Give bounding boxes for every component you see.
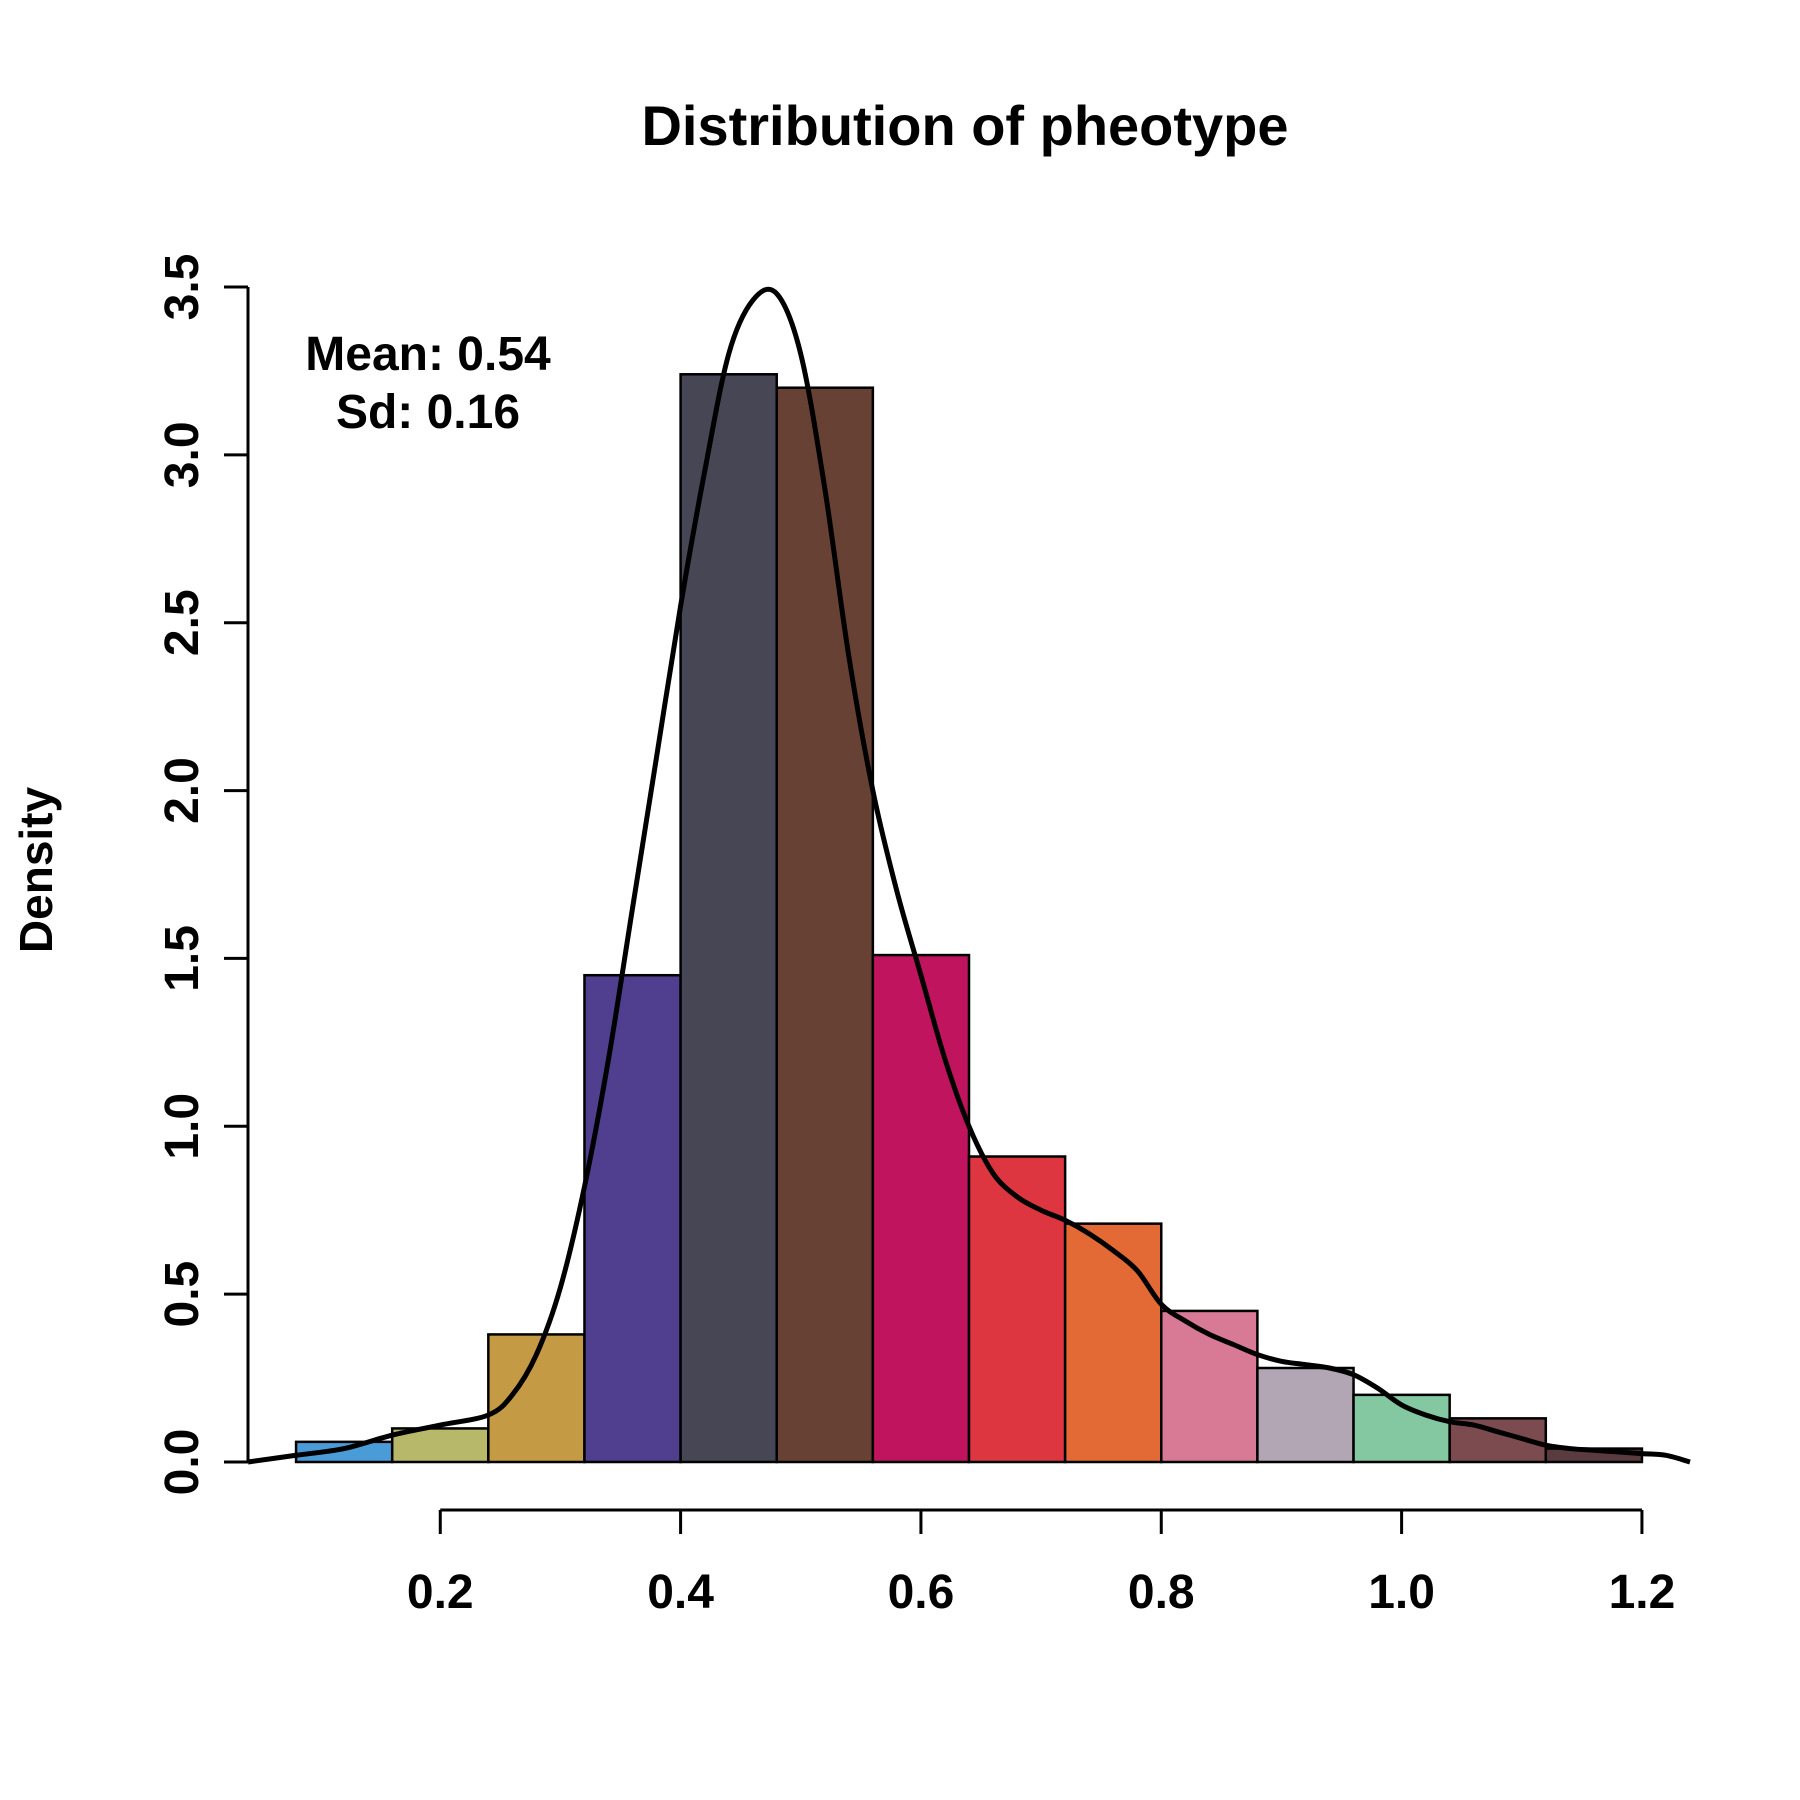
mean-annotation: Mean: 0.54: [305, 328, 551, 381]
x-tick-label: 1.0: [1368, 1566, 1435, 1619]
histogram-bar-10: [1160, 1309, 1259, 1464]
x-tick-label: 0.2: [407, 1566, 474, 1619]
x-tick-label: 0.8: [1128, 1566, 1195, 1619]
y-axis: 0.0 0.5 1.0 1.5 2.0 2.5 3.0 3.5: [156, 254, 250, 1496]
y-tick-label: 3.0: [156, 421, 209, 488]
y-tick-label: 2.0: [156, 757, 209, 824]
histogram-bar-9: [1063, 1222, 1163, 1464]
histogram-bar-11: [1256, 1366, 1355, 1464]
histogram-bar-7: [871, 953, 971, 1464]
x-axis: 0.2 0.4 0.6 0.8 1.0 1.2: [407, 1508, 1676, 1619]
sd-annotation: Sd: 0.16: [336, 386, 520, 439]
y-axis-label: Density: [10, 787, 62, 954]
y-tick-label: 3.5: [156, 254, 209, 321]
y-tick-label: 0.0: [156, 1429, 209, 1496]
histogram-bar-5: [679, 373, 778, 1464]
x-tick-label: 0.6: [888, 1566, 955, 1619]
histogram-bar-6: [775, 386, 875, 1464]
histogram-bar-8: [967, 1155, 1067, 1464]
y-tick-label: 1.0: [156, 1093, 209, 1160]
x-tick-label: 1.2: [1609, 1566, 1676, 1619]
chart-title: Distribution of pheotype: [641, 94, 1288, 157]
bars-group: [294, 373, 1644, 1464]
y-tick-label: 2.5: [156, 589, 209, 656]
histogram-bar-4: [583, 973, 682, 1464]
y-tick-label: 1.5: [156, 925, 209, 992]
y-tick-label: 0.5: [156, 1261, 209, 1328]
density-curve: [247, 286, 1691, 1465]
x-tick-label: 0.4: [647, 1566, 714, 1619]
